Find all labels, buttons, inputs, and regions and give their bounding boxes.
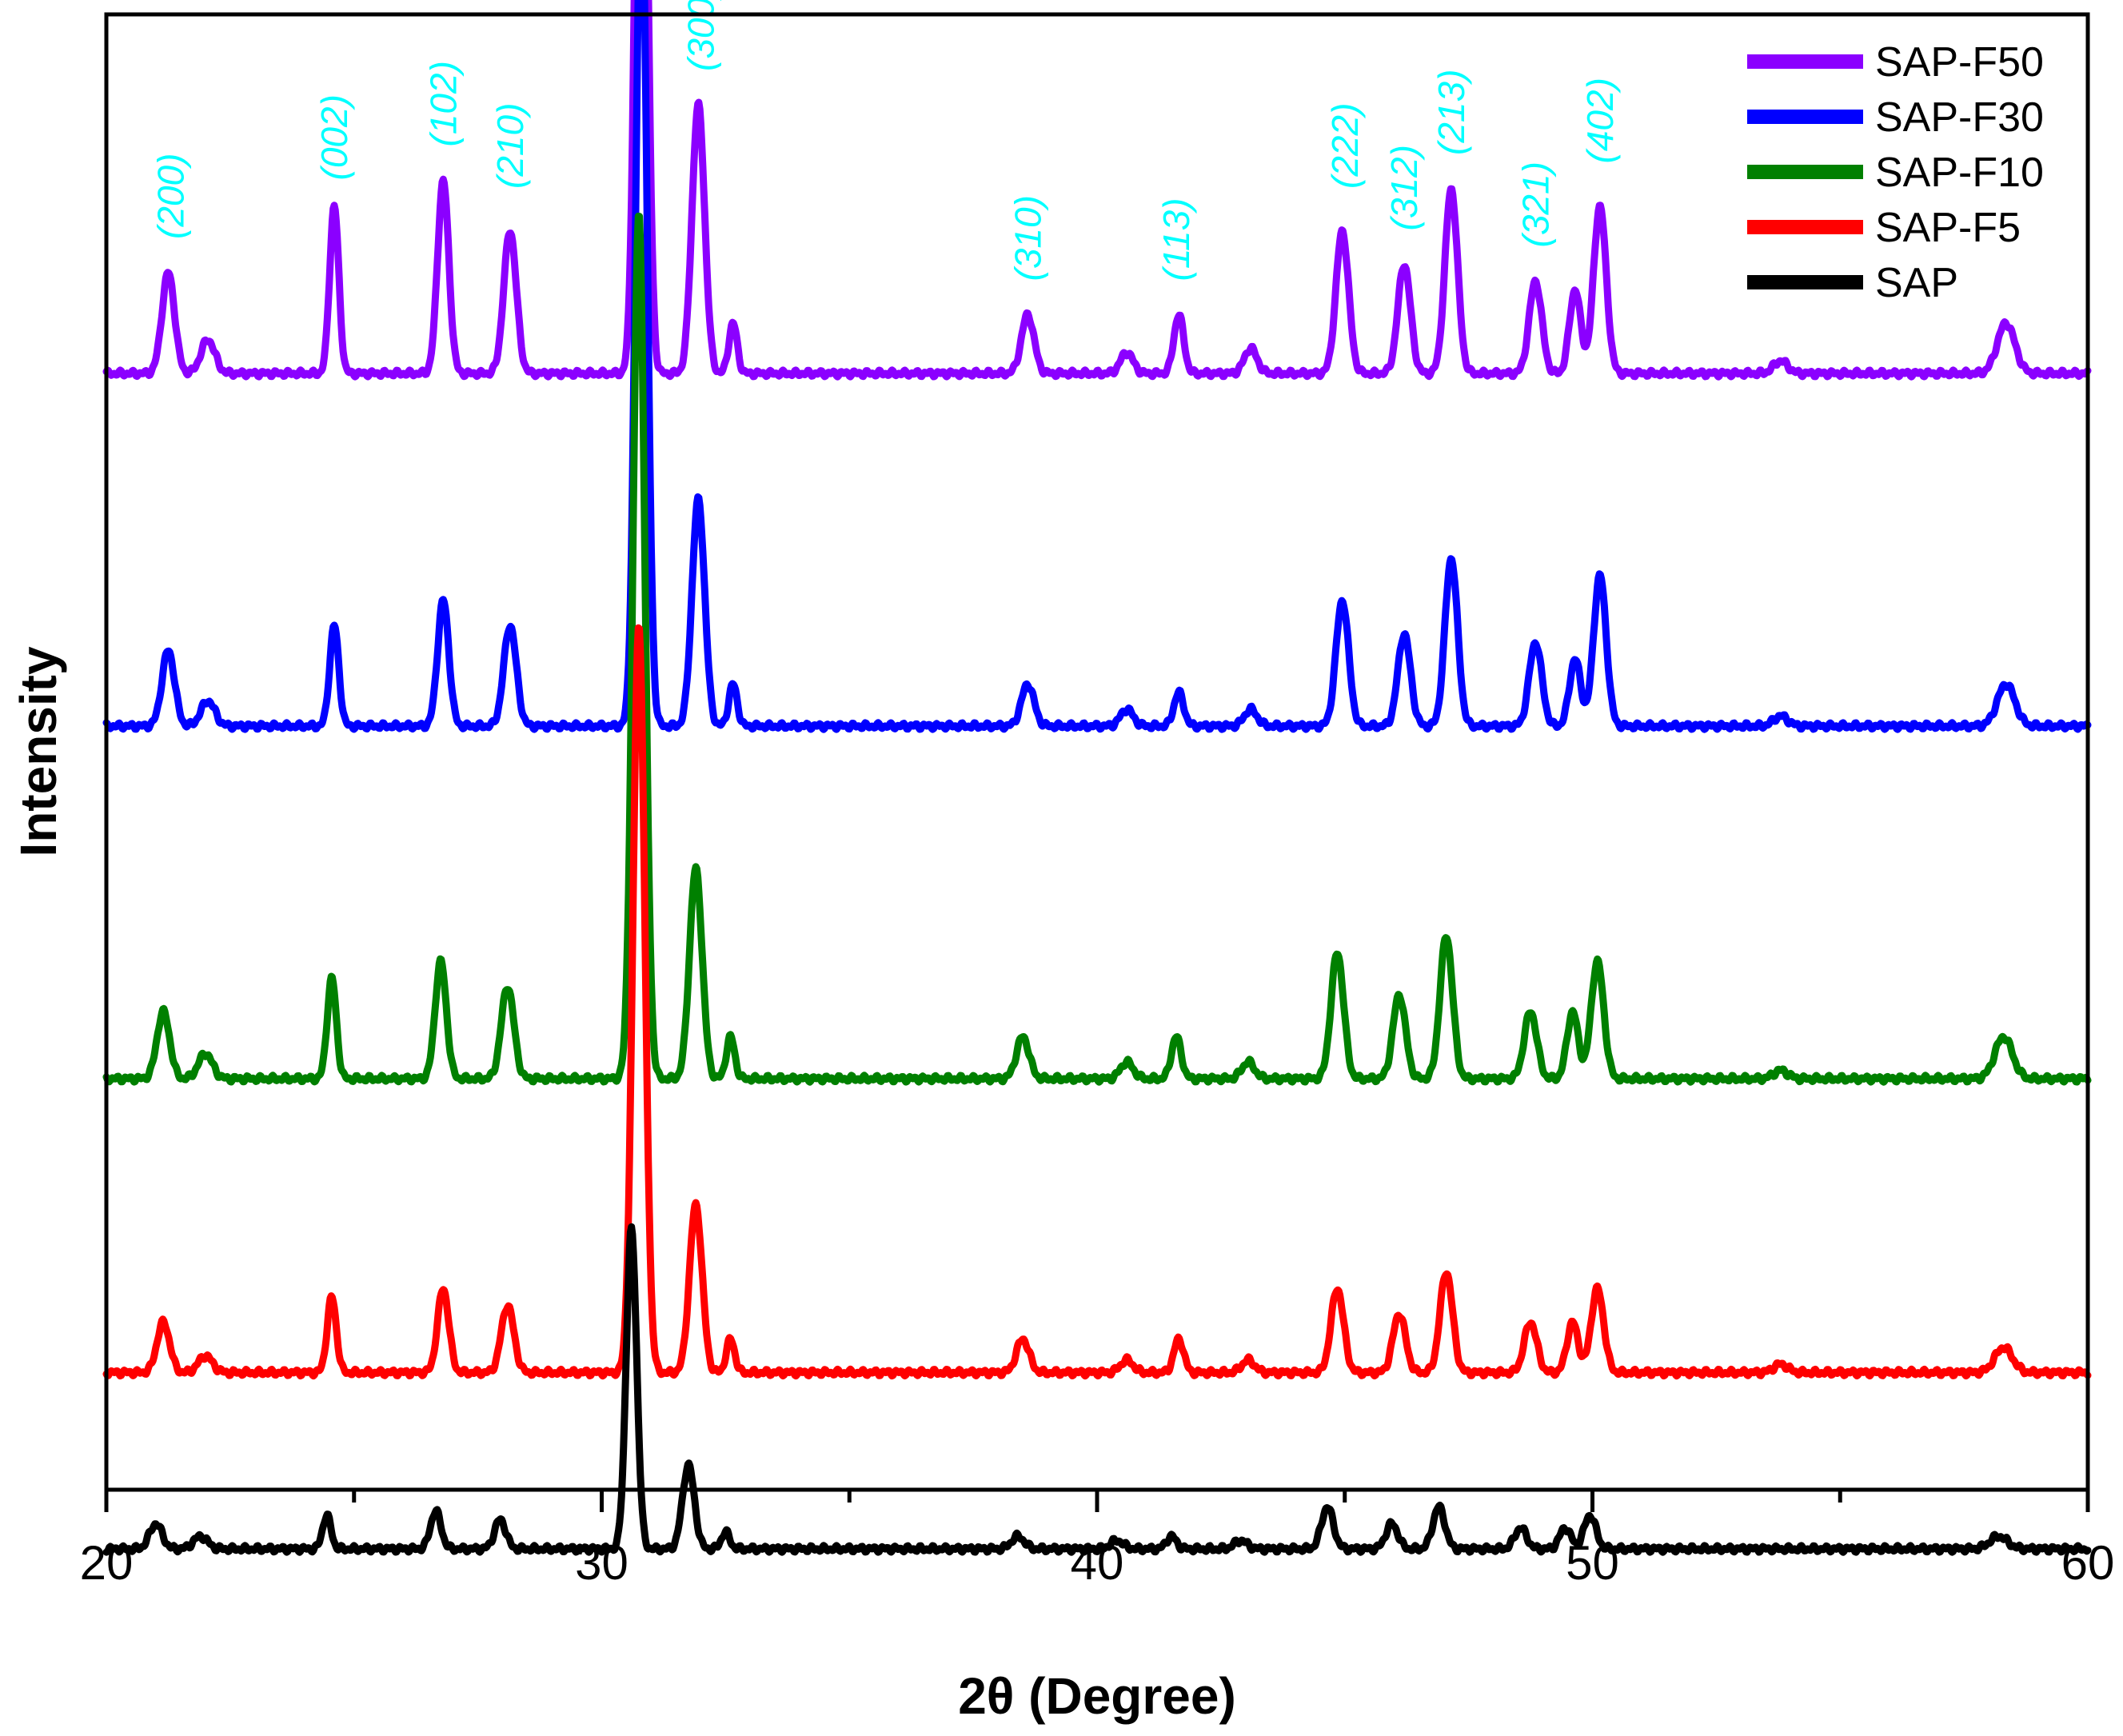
peak-label: (113) xyxy=(1155,198,1197,281)
legend-label-sap-f5: SAP-F5 xyxy=(1875,205,2021,251)
peak-label: (210) xyxy=(489,103,531,189)
legend: SAP-F50 SAP-F30 SAP-F10 SAP-F5 SAP xyxy=(1747,39,2044,306)
peak-label: (312) xyxy=(1383,145,1425,230)
peak-label: (402) xyxy=(1579,78,1621,163)
x-axis-ticks: 20 30 40 50 60 xyxy=(80,1490,2115,1590)
peak-label: (213) xyxy=(1431,70,1472,155)
legend-label-sap-f10: SAP-F10 xyxy=(1875,150,2044,196)
y-axis-title: Intensity xyxy=(10,646,67,857)
series-layer xyxy=(102,0,2092,1556)
series-line-sap-f30 xyxy=(102,0,2092,733)
series-line-sap-f10 xyxy=(102,212,2092,1086)
peak-label-layer: (200)(002)(102)(210)(211)(300)(310)(113)… xyxy=(150,0,1621,281)
peak-label: (002) xyxy=(313,94,355,180)
peak-label: (102) xyxy=(422,61,464,146)
series-line-sap xyxy=(102,1223,2092,1556)
legend-label-sap-f30: SAP-F30 xyxy=(1875,94,2044,141)
x-tick-label: 20 xyxy=(80,1536,134,1590)
x-axis-title: 2θ (Degree) xyxy=(958,1667,1236,1725)
legend-label-sap: SAP xyxy=(1875,260,1958,306)
series-line-sap-f5 xyxy=(102,624,2092,1380)
legend-label-sap-f50: SAP-F50 xyxy=(1875,39,2044,86)
x-tick-label: 60 xyxy=(2061,1536,2115,1590)
series-line-sap-f50 xyxy=(102,0,2092,381)
x-tick-label: 40 xyxy=(1071,1536,1124,1590)
peak-label: (300) xyxy=(680,0,721,71)
peak-label: (321) xyxy=(1514,162,1556,247)
peak-label: (200) xyxy=(150,154,192,239)
x-tick-label: 50 xyxy=(1566,1536,1619,1590)
x-tick-label: 30 xyxy=(575,1536,629,1590)
peak-label: (222) xyxy=(1324,103,1366,189)
peak-label: (310) xyxy=(1007,195,1048,281)
